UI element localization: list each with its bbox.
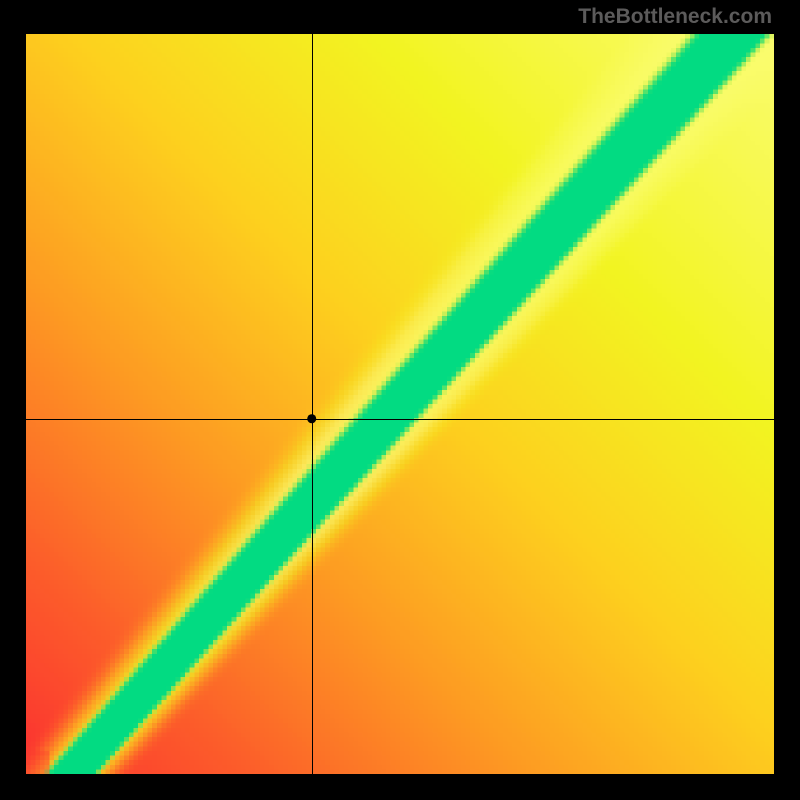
watermark-text: TheBottleneck.com	[578, 5, 772, 29]
crosshair-overlay	[26, 34, 774, 774]
